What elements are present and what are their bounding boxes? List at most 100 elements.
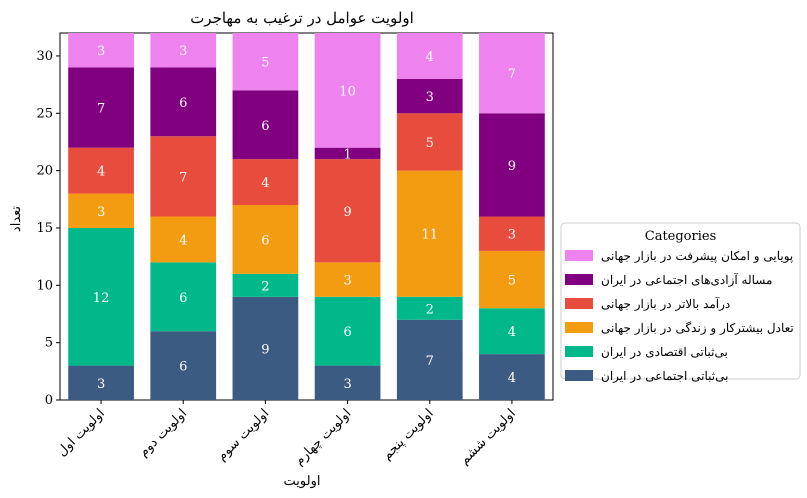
- legend-box: [560, 222, 801, 380]
- legend-label: درآمد بالاتر در بازار جهانی: [601, 296, 730, 311]
- bar-segment: [68, 147, 134, 194]
- bar-value-label: 6: [179, 291, 187, 306]
- bar-segment: [150, 216, 217, 263]
- bar-segment: [150, 67, 217, 137]
- legend-swatch: [565, 250, 593, 261]
- bar-value-label: 3: [508, 228, 516, 243]
- bar-value-label: 9: [261, 342, 269, 357]
- bar-value-label: 7: [179, 170, 187, 185]
- bar-segment: [314, 365, 381, 400]
- y-tick-label: 20: [36, 164, 53, 179]
- bar-value-label: 3: [97, 205, 105, 220]
- bar-segment: [479, 113, 545, 217]
- bar-value-label: 7: [508, 67, 516, 82]
- x-tick-label: اولویت سوم: [214, 406, 272, 464]
- bar-value-label: 3: [426, 90, 434, 105]
- bar-segment: [479, 250, 545, 309]
- bar-value-label: 7: [426, 354, 434, 369]
- bar-value-label: 2: [426, 302, 434, 317]
- bar-value-label: 4: [261, 176, 269, 191]
- bar-segment: [68, 365, 134, 400]
- bar-segment: [68, 227, 134, 366]
- bar-segment: [150, 136, 217, 217]
- bar-value-label: 5: [508, 274, 516, 289]
- bar-value-label: 6: [343, 325, 351, 340]
- legend-swatch: [565, 346, 593, 357]
- bar-segment: [68, 67, 134, 148]
- legend-swatch: [565, 370, 593, 381]
- bar-segment: [314, 296, 381, 366]
- bar-segment: [232, 159, 299, 206]
- x-axis: اولویت اول اولویت دوم اولویت سوم اولویت چها…: [55, 400, 519, 469]
- bar-value-label: 10: [339, 84, 356, 99]
- bar-segment: [479, 216, 545, 251]
- bar-value-label: 2: [261, 279, 269, 294]
- bar-value-label: 6: [261, 233, 269, 248]
- bar-value-label: 6: [261, 119, 269, 134]
- bar-segment: [232, 273, 299, 297]
- y-tick-label: 15: [36, 221, 53, 236]
- legend-swatch: [565, 298, 593, 309]
- bar-segment: [68, 33, 134, 68]
- bar-value-label: 4: [179, 233, 187, 248]
- bar-segment: [314, 262, 381, 297]
- bar-value-label: 3: [343, 377, 351, 392]
- bar-value-label: 1: [343, 147, 351, 162]
- bar-value-label: 5: [426, 136, 434, 151]
- bar-value-label: 7: [97, 102, 105, 117]
- legend-swatch: [565, 274, 593, 285]
- y-tick-label: 30: [36, 49, 53, 64]
- bar-value-label: 9: [343, 205, 351, 220]
- bar-value-label: 4: [508, 371, 516, 386]
- x-tick-label: اولویت پنجم: [380, 406, 437, 463]
- y-tick-label: 10: [36, 278, 53, 293]
- bar-segment: [479, 354, 545, 400]
- plot-frame: [59, 32, 554, 401]
- x-tick-label: اولویت اول: [55, 406, 108, 459]
- legend-label: تعادل بیشترکار و زندگی در بازار جهانی: [601, 321, 794, 335]
- bar-segment: [396, 296, 463, 320]
- y-tick-label: 5: [45, 336, 53, 351]
- bar-segment: [479, 33, 545, 114]
- bar-segment: [232, 205, 299, 274]
- bar-value-label: 3: [97, 377, 105, 392]
- legend-label: بی‌ثباتی اقتصادی در ایران: [601, 345, 728, 359]
- bar-segment: [232, 296, 299, 400]
- legend-label: بی‌ثباتی اجتماعی در ایران: [601, 369, 728, 383]
- y-axis: 0 5 10 15 20 25 30: [36, 49, 60, 408]
- bar-segment: [396, 78, 463, 114]
- bar-value-label: 12: [93, 291, 110, 306]
- bar-segment: [150, 262, 217, 332]
- bar-value-label: 5: [261, 56, 269, 71]
- bar-segment: [314, 147, 381, 160]
- bar-segment: [232, 90, 299, 160]
- bar-segment: [232, 33, 299, 91]
- bar-segment: [150, 331, 217, 400]
- y-axis-title: تعداد: [9, 206, 24, 232]
- bar-segment: [150, 33, 217, 68]
- bar-segment: [396, 113, 463, 171]
- x-tick-label: اولویت ششم: [457, 406, 519, 468]
- bar-value-label: 6: [179, 96, 187, 111]
- plot-area: [59, 32, 554, 401]
- bar-value-label: 3: [97, 44, 105, 59]
- bars: 3 12 3 4 7 3 6 6 4 7 6 3 9 2 6 4 6 5 3 6 3 9 1 10 7 2 11 5 3 4 4 4 5 3 9 7: [68, 33, 545, 400]
- bar-value-label: 11: [421, 228, 438, 243]
- bar-segment: [396, 170, 463, 297]
- bar-segment: [314, 159, 381, 263]
- bar-segment: [479, 308, 545, 355]
- legend: Categories پویایی و امکان پیشرفت در بازار…: [560, 222, 801, 383]
- bar-segment: [68, 193, 134, 228]
- bar-value-label: 4: [426, 50, 434, 65]
- x-tick-label: اولویت دوم: [136, 406, 190, 460]
- bar-value-label: 4: [97, 165, 105, 180]
- bar-segment: [396, 33, 463, 79]
- y-tick-label: 0: [45, 393, 53, 408]
- x-axis-title: اولویت: [284, 474, 321, 489]
- legend-label: پویایی و امکان پیشرفت در بازار جهانی: [601, 249, 793, 263]
- bar-value-label: 3: [343, 274, 351, 289]
- bar-value-label: 6: [179, 360, 187, 375]
- bar-value-label: 4: [508, 325, 516, 340]
- legend-label: مساله آزادی‌های اجتماعی در ایران: [601, 272, 772, 287]
